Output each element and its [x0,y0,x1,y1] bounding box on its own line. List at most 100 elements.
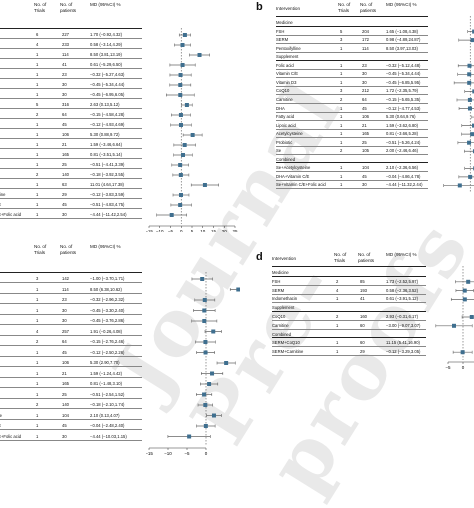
x-tick-label: −5 [184,451,190,456]
point-estimate [178,203,183,207]
row-rule [0,397,142,399]
row-intervention: Carnitine [272,322,289,328]
row-md: 0.58 (−2.36,3.52) [386,287,419,293]
row-md: −0.04 (−2.48,2.40) [90,423,125,428]
row-trials: 1 [36,162,39,167]
header-rule [0,28,142,29]
row-trials: 1 [340,173,343,179]
row-intervention: SERM [272,287,285,293]
row-trials: 6 [36,32,39,37]
row-trials: 2 [340,96,343,102]
section-label: Medicine [276,20,293,25]
forest-panel: b Intervention No. of Trials No. of patient… [248,0,474,232]
row-patients: 140 [62,402,69,407]
header-rule [272,266,426,267]
row-patients: 30 [62,318,67,323]
point-estimate [197,53,202,57]
row-md: −0.45 (−6.85,5.95) [386,79,421,85]
point-estimate [187,434,192,439]
point-estimate [169,213,174,217]
row-patients: 45 [62,202,67,207]
forest-plot-area: −15 −10 −5 0 [146,272,240,456]
row-trials: 1 [36,381,39,386]
row-rule [0,303,142,304]
row-trials: 1 [36,122,39,127]
row-patients: 23 [62,72,67,77]
row-patients: 21 [62,370,67,376]
row-rule [0,68,142,69]
row-trials: 1 [36,82,39,87]
point-estimate [182,143,187,147]
header-intervention: Intervention [272,256,297,261]
point-estimate [178,163,183,167]
x-tick-label: 0 [180,229,183,232]
row-rule [0,324,142,325]
row-rule [276,111,428,113]
row-md: 2.93 (−0.31,6.17) [386,314,419,319]
x-tick-label: 5 [191,229,194,232]
row-trials: 1 [36,212,39,217]
row-trials: 1 [36,152,39,157]
section-rule [272,337,426,339]
row-md: 1.73 (−2.52,5.97) [386,278,419,284]
row-patients: 64 [62,112,67,117]
row-rule [276,128,428,130]
header-md: MD (95%CI) % [90,2,121,7]
row-rule [0,78,142,79]
row-intervention: Se+Vitamin C/E+Folic acid [276,182,326,188]
point-estimate [457,183,462,188]
row-rule [0,313,142,315]
row-intervention: Lipoic acid [276,122,296,128]
row-rule [0,188,142,189]
row-trials: 3 [36,276,39,281]
row-patients: 63 [62,182,67,187]
section-label: Supplement [276,54,299,60]
row-trials: 1 [36,132,39,137]
row-md: −0.51 (−4.83,4.75) [90,202,125,207]
row-md: −0.51 (−5.26,4.24) [386,139,421,145]
row-rule [0,429,142,430]
row-patients: 142 [62,276,69,281]
row-md: −0.12 (−2.50,2.26) [90,349,125,355]
row-intervention: CoQ10 [272,314,286,319]
row-patients: 104 [62,412,69,418]
section-rule [272,310,426,312]
row-patients: 29 [360,349,365,355]
point-estimate [178,113,183,117]
row-intervention: FSH [272,278,281,284]
header-rule [276,16,428,17]
row-trials: 1 [36,412,39,418]
row-intervention: SERM+Carnitine [272,349,304,355]
header-trials: No. of Trials [338,2,351,13]
header-patients: No. of patients [358,252,375,263]
row-rule [0,58,142,59]
row-md: 8.50 (3.81,13.19) [90,52,122,57]
row-md: 1.70 (−0.92,4.32) [90,32,123,37]
row-rule [276,94,428,96]
row-trials: 4 [36,42,39,47]
row-rule [0,138,142,139]
row-rule [0,387,142,388]
row-intervention: Se+Acetylcysteine [276,165,311,171]
row-trials: 1 [340,182,343,188]
row-trials: 2 [36,172,39,177]
row-md: −0.32 (−2.96,2.32) [90,297,125,302]
x-tick-label: 20 [222,229,228,232]
row-rule [276,85,428,87]
row-trials: 1 [340,105,343,111]
row-md: −4.44 (−11.42,2.54) [90,212,127,217]
row-md: −0.18 (−2.10,1.74) [90,402,125,407]
row-trials: 3 [340,88,343,94]
row-trials: 1 [36,423,39,428]
row-trials: 2 [36,402,39,407]
row-patients: 227 [62,32,69,37]
row-md: −0.15 (−4.58,4.28) [90,112,125,117]
row-rule [0,334,142,336]
row-patients: 30 [362,71,367,77]
row-patients: 29 [62,192,67,197]
row-md: 11.15 (5.41,16.90) [386,340,420,346]
row-rule [276,51,428,53]
point-estimate [471,123,474,128]
point-estimate [202,319,207,323]
row-trials: 5 [340,28,343,34]
